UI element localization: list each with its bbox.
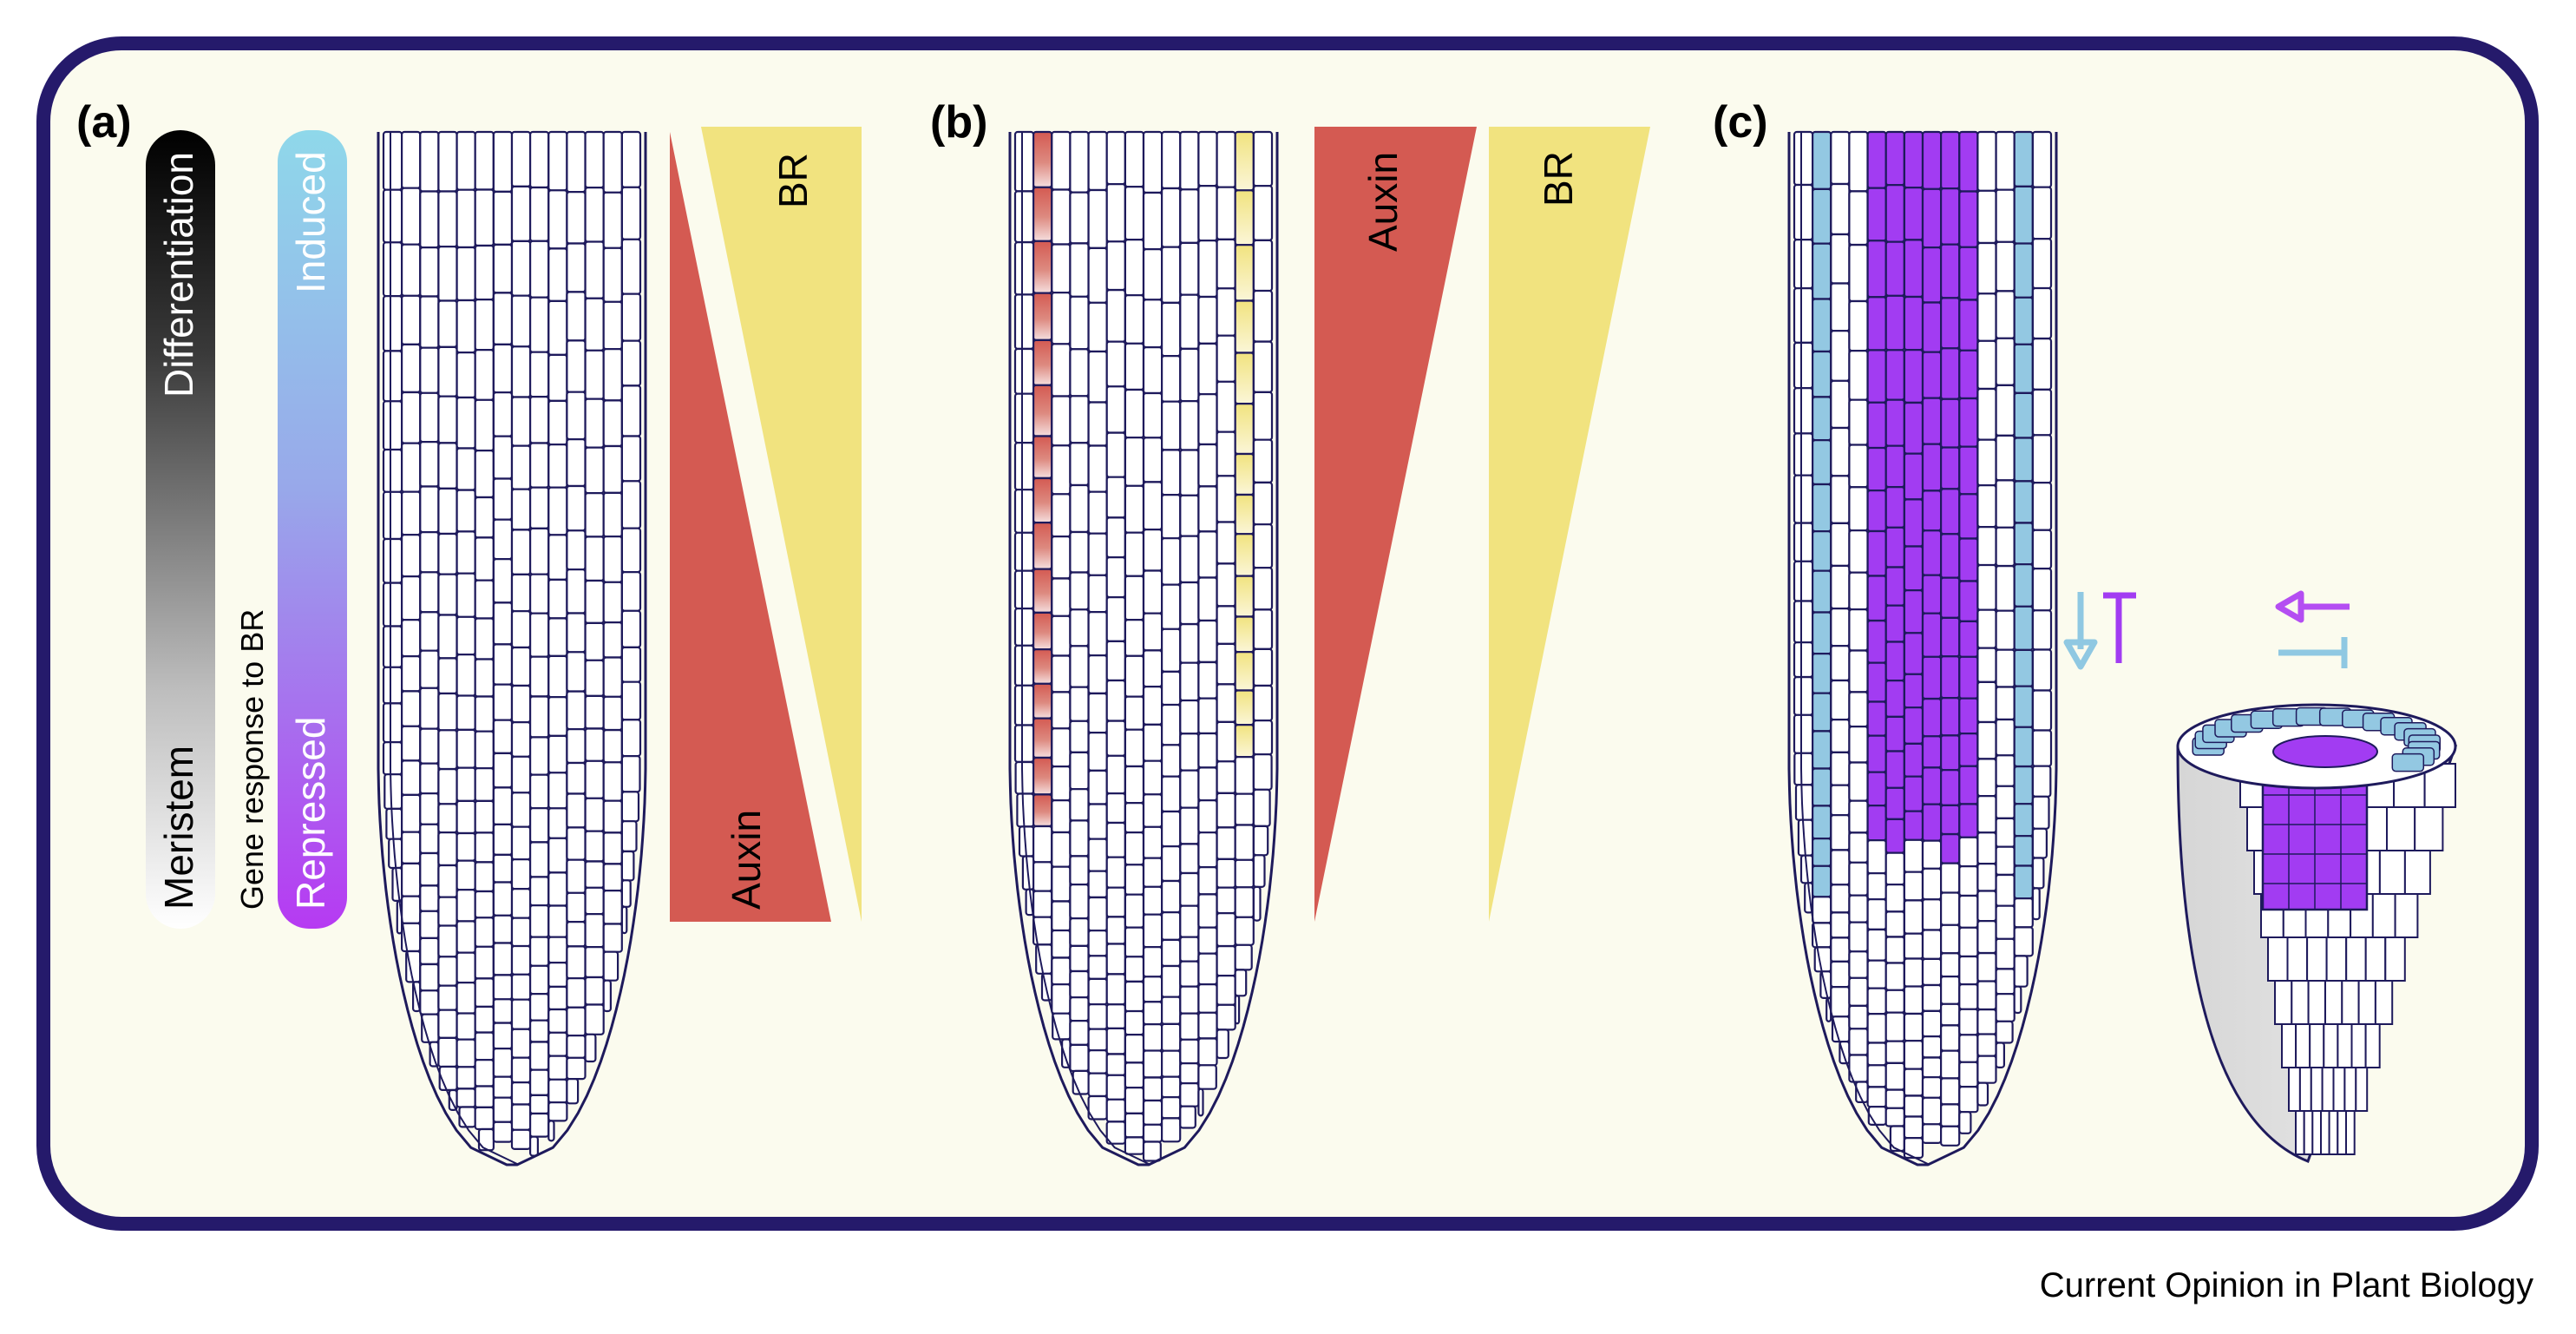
auxin-label-b: Auxin (1360, 152, 1406, 252)
blue-arrow-icon (2063, 592, 2098, 670)
panel-b-wedges: Auxin BR (1314, 127, 1650, 922)
induced-label: Induced (288, 151, 333, 293)
root-tip-b (1008, 130, 1279, 1166)
purple-arrow-icon (2275, 590, 2350, 623)
panel-label-c: (c) (1713, 97, 1768, 148)
root-tip-c (1787, 130, 2058, 1166)
differentiation-gradient-bar: Differentiation Meristem (146, 130, 215, 929)
blue-repression-icon (2278, 637, 2348, 668)
repressed-label: Repressed (288, 717, 333, 910)
auxin-wedge-a (670, 132, 831, 922)
br-label-b: BR (1536, 151, 1581, 207)
gene-response-label: Gene response to BR (234, 609, 270, 910)
induced-repressed-gradient-bar: Induced Repressed (278, 130, 347, 929)
differentiation-label: Differentiation (156, 152, 201, 398)
journal-credit: Current Opinion in Plant Biology (2040, 1266, 2533, 1304)
panel-label-a: (a) (76, 97, 132, 148)
br-label-a: BR (770, 153, 816, 208)
root-cross-section-3d (2176, 703, 2458, 1163)
br-wedge-b (1489, 127, 1650, 922)
root-tip-a (377, 130, 647, 1166)
purple-repression-icon (2103, 592, 2136, 663)
br-wedge-a (701, 127, 862, 922)
panel-a-wedges: Auxin BR (670, 127, 862, 922)
auxin-label-a: Auxin (724, 810, 769, 910)
panel-label-b: (b) (930, 97, 987, 148)
meristem-label: Meristem (156, 746, 201, 910)
auxin-wedge-b (1314, 127, 1477, 922)
